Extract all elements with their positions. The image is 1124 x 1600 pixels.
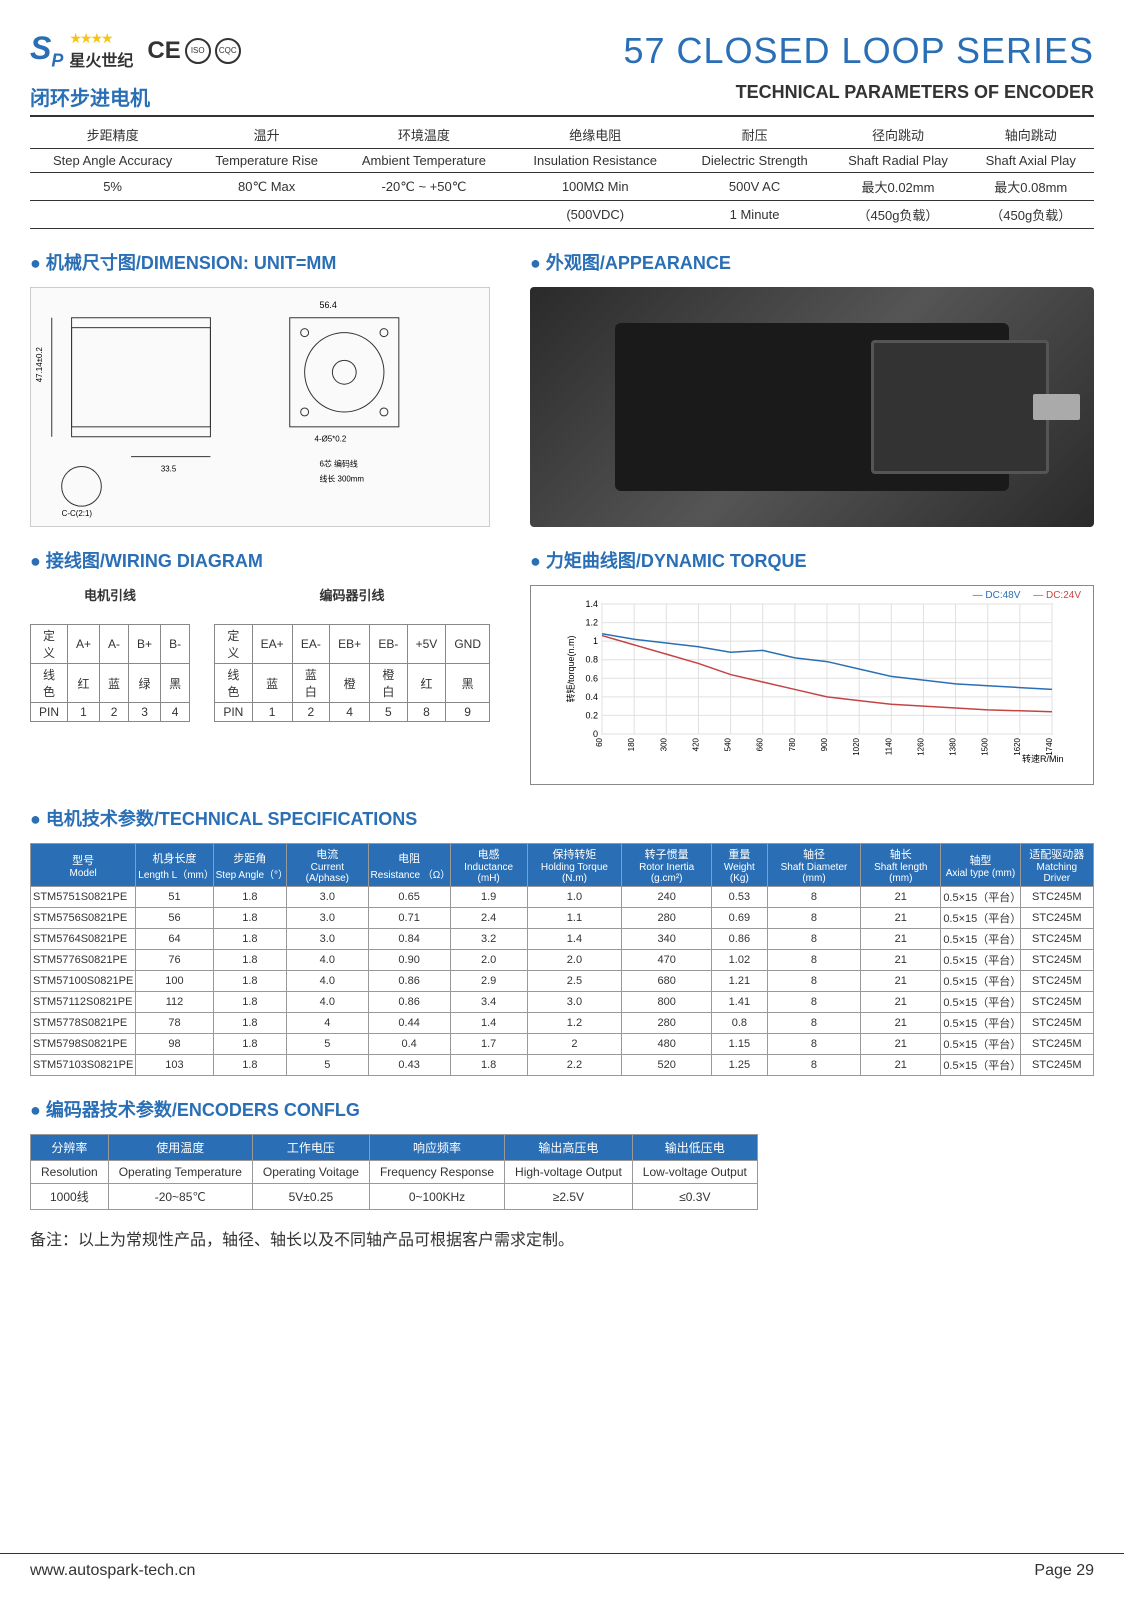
page-footer: www.autospark-tech.cn Page 29: [0, 1553, 1124, 1580]
svg-text:0.8: 0.8: [585, 655, 598, 665]
legend-red: — DC:24V: [1033, 590, 1081, 601]
svg-text:1020: 1020: [852, 737, 861, 755]
legend-blue: — DC:48V: [973, 590, 1021, 601]
svg-text:0.4: 0.4: [585, 692, 598, 702]
torque-chart: — DC:48V — DC:24V 0 0.2 0.4 0.6 0.8 1 1.2 1.4 60…: [530, 585, 1094, 785]
svg-text:780: 780: [788, 737, 797, 751]
svg-text:转矩/torque(n.m): 转矩/torque(n.m): [565, 635, 576, 702]
svg-text:1380: 1380: [949, 737, 958, 755]
section-tech: 电机技术参数/TECHNICAL SPECIFICATIONS: [30, 805, 1094, 831]
dimension-diagram: 47.14±0.2 56.4 4-Ø5*0.2 C-C(2:1) 33.5 6芯…: [30, 287, 490, 527]
iso-icon: ISO: [185, 38, 211, 64]
section-torque: 力矩曲线图/DYNAMIC TORQUE: [530, 547, 1094, 573]
section-dimension: 机械尺寸图/DIMENSION: UNIT=MM: [30, 249, 490, 275]
subheader: 闭环步进电机 TECHNICAL PARAMETERS OF ENCODER: [30, 82, 1094, 117]
svg-text:0.6: 0.6: [585, 673, 598, 683]
svg-text:1140: 1140: [884, 737, 893, 755]
svg-text:0.2: 0.2: [585, 710, 598, 720]
section-appearance: 外观图/APPEARANCE: [530, 249, 1094, 275]
footer-url: www.autospark-tech.cn: [30, 1562, 195, 1580]
logo-area: SP ★★★★ 星火世纪 CE ISO CQC: [30, 30, 241, 71]
ce-mark-icon: CE: [147, 37, 180, 65]
svg-text:4-Ø5*0.2: 4-Ø5*0.2: [315, 435, 347, 444]
svg-text:47.14±0.2: 47.14±0.2: [35, 347, 44, 382]
motor-appearance-image: [530, 287, 1094, 527]
svg-text:60: 60: [595, 737, 604, 746]
svg-text:300: 300: [659, 737, 668, 751]
svg-text:1.2: 1.2: [585, 618, 598, 628]
certifications: CE ISO CQC: [147, 37, 240, 65]
parameters-table: 步距精度温升环境温度绝缘电阻耐压径向跳动轴向跳动 Step Angle Accu…: [30, 121, 1094, 229]
svg-text:C-C(2:1): C-C(2:1): [62, 509, 93, 518]
svg-text:1260: 1260: [916, 737, 925, 755]
page-header: SP ★★★★ 星火世纪 CE ISO CQC 57 CLOSED LOOP S…: [30, 30, 1094, 72]
svg-text:420: 420: [691, 737, 700, 751]
note-text: 备注：以上为常规性产品，轴径、轴长以及不同轴产品可根据客户需求定制。: [30, 1226, 1094, 1250]
svg-text:转速R/Min: 转速R/Min: [1022, 753, 1064, 764]
subtitle-en: TECHNICAL PARAMETERS OF ENCODER: [736, 82, 1094, 111]
svg-text:线长 300mm: 线长 300mm: [320, 473, 365, 483]
encoder-wiring-table: 定义EA+EA-EB+EB-+5VGND线色蓝蓝白橙橙白红黑PIN124589: [214, 624, 490, 722]
specifications-table: 型号Model机身长度Length L（mm）步距角Step Angle（°）电…: [30, 843, 1094, 1076]
svg-text:1620: 1620: [1013, 737, 1022, 755]
svg-text:56.4: 56.4: [320, 300, 337, 310]
section-encoder: 编码器技术参数/ENCODERS CONFLG: [30, 1096, 1094, 1122]
svg-text:1.4: 1.4: [585, 599, 598, 609]
torque-curve-svg: 0 0.2 0.4 0.6 0.8 1 1.2 1.4 60 180 300 420 540 660 780…: [539, 594, 1085, 764]
stars-icon: ★★★★: [69, 30, 111, 46]
motor-wiring-table: 定义A+A-B+B-线色红蓝绿黑PIN1234: [30, 624, 190, 722]
subtitle-cn: 闭环步进电机: [30, 82, 150, 111]
svg-text:33.5: 33.5: [161, 464, 177, 473]
svg-text:660: 660: [756, 737, 765, 751]
cqc-icon: CQC: [215, 38, 241, 64]
encoder-wiring-label: 编码器引线: [214, 585, 490, 604]
encoder-config-table: 分辨率使用温度工作电压响应频率输出高压电输出低压电ResolutionOpera…: [30, 1134, 758, 1210]
svg-text:900: 900: [820, 737, 829, 751]
section-wiring: 接线图/WIRING DIAGRAM: [30, 547, 490, 573]
page-title: 57 CLOSED LOOP SERIES: [623, 30, 1094, 72]
svg-text:1500: 1500: [981, 737, 990, 755]
motor-wiring-label: 电机引线: [30, 585, 190, 604]
svg-text:6芯 编码线: 6芯 编码线: [320, 459, 358, 469]
svg-text:180: 180: [627, 737, 636, 751]
logo-s: SP: [30, 30, 63, 71]
logo-cn-text: 星火世纪: [69, 53, 133, 70]
chart-legend: — DC:48V — DC:24V: [963, 590, 1081, 601]
svg-text:1: 1: [593, 636, 598, 646]
svg-text:0: 0: [593, 729, 598, 739]
footer-page: Page 29: [1034, 1562, 1094, 1580]
svg-text:540: 540: [724, 737, 733, 751]
